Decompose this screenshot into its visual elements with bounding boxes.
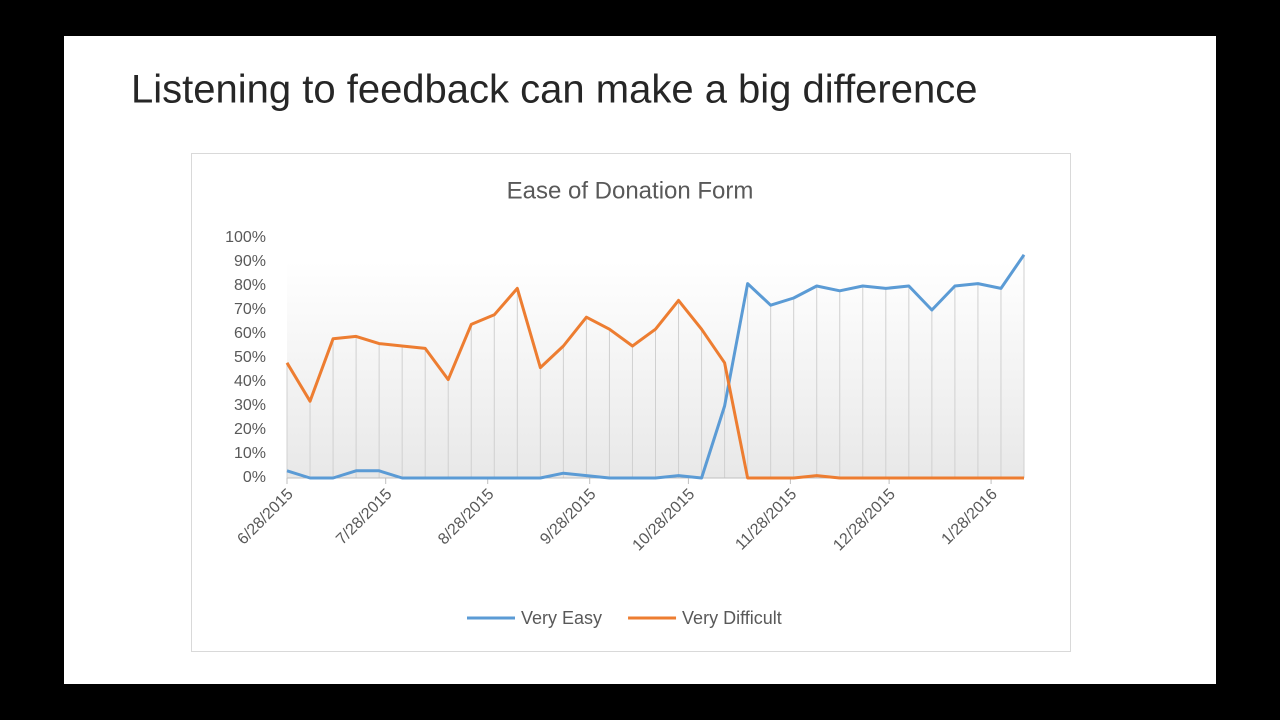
series-line <box>285 286 1024 480</box>
y-tick-label: 0% <box>243 469 266 486</box>
y-tick-label: 40% <box>234 373 266 390</box>
y-tick-label: 80% <box>234 277 266 294</box>
legend-label: Very Easy <box>521 608 602 628</box>
legend-label: Very Difficult <box>682 608 782 628</box>
y-tick-label: 70% <box>234 301 266 318</box>
y-tick-label: 10% <box>234 445 266 462</box>
y-tick-label: 100% <box>225 229 266 246</box>
y-tick-label: 90% <box>234 253 266 270</box>
y-tick-label: 60% <box>234 325 266 342</box>
y-tick-label: 50% <box>234 349 266 366</box>
series-line <box>286 253 1026 480</box>
chart-title: Ease of Donation Form <box>507 177 754 204</box>
y-tick-label: 20% <box>234 421 266 438</box>
slide-title: Listening to feedback can make a big dif… <box>131 68 977 112</box>
y-tick-label: 30% <box>234 397 266 414</box>
